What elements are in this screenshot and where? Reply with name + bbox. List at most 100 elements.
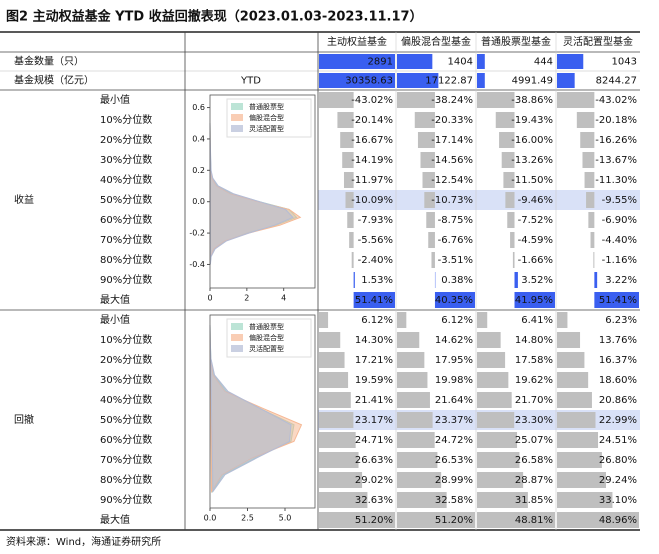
cell-value: 14.80% [515,335,553,346]
cell-value: 444 [534,57,553,68]
data-bar [557,332,581,348]
y-tick-label: -0.2 [189,229,205,238]
cell-value: -10.73% [431,195,473,206]
data-bar [397,332,420,348]
cell-value: 2891 [368,57,393,68]
cell-value: -12.54% [431,175,473,186]
cell-value: 23.30% [515,415,553,426]
data-bar [397,352,425,368]
cell-value: 21.70% [515,395,553,406]
row-label: 70%分位数 [100,453,152,466]
cell-value: 25.07% [515,435,553,446]
cell-value: 26.80% [599,455,637,466]
data-bar [397,432,435,448]
cell-value: 40.35% [435,295,473,306]
data-bar [557,54,584,69]
cell-value: -5.56% [358,235,393,246]
data-bar [319,54,395,69]
cell-value: 3.22% [605,275,637,286]
data-bar [557,452,602,468]
data-bar [512,252,515,268]
row-label: 最大值 [100,513,130,526]
cell-value: -13.67% [595,155,637,166]
y-tick-label: 0.6 [192,103,205,112]
data-bar [434,292,475,308]
legend-swatch [231,334,243,341]
density-curve [209,123,294,265]
cell-value: 1.53% [361,275,393,286]
y-tick-label: 0.0 [192,197,205,206]
cell-value: 3.52% [521,275,553,286]
row-label: 最小值 [100,313,130,326]
cell-value: 23.17% [355,415,393,426]
data-bar [580,132,595,148]
data-bar [319,73,395,88]
data-bar [397,452,438,468]
row-label: 50%分位数 [100,193,152,206]
cell-value: 24.72% [435,435,473,446]
cell-value: -11.97% [351,175,393,186]
data-bar [477,492,528,508]
cell-value: 32.58% [435,495,473,506]
cell-value: 18.60% [599,375,637,386]
cell-value: -8.75% [438,215,473,226]
data-bar [397,54,433,69]
cell-value: 1404 [448,57,473,68]
section-name: 回撤 [14,413,34,426]
cell-value: -7.93% [358,215,393,226]
cell-value: 17.58% [515,355,553,366]
column-header: 普通股票型基金 [481,35,551,48]
row-label: 90%分位数 [100,493,152,506]
data-bar [349,232,354,248]
data-bar [347,212,354,228]
cell-value: 24.51% [599,435,637,446]
data-bar [319,332,341,348]
data-bar [319,432,356,448]
data-bar [397,312,407,328]
cell-value: 29.02% [355,475,393,486]
legend-label: 偏股混合型 [249,113,284,122]
data-bar [557,432,599,448]
cell-value: -10.09% [351,195,393,206]
legend-swatch [231,103,243,110]
cell-value: -6.90% [602,215,637,226]
cell-value: 20.86% [599,395,637,406]
cell-value: 19.62% [515,375,553,386]
cell-value: 24.71% [355,435,393,446]
data-bar [477,512,555,528]
data-bar [477,73,485,88]
data-bar [503,172,515,188]
cell-value: 4991.49 [512,76,553,87]
cell-value: -38.86% [511,95,553,106]
legend-swatch [231,114,243,121]
cell-value: 13.76% [599,335,637,346]
data-bar [584,172,595,188]
cell-value: -6.76% [438,235,473,246]
cell-value: 26.53% [435,455,473,466]
cell-value: -43.02% [595,95,637,106]
cell-value: -20.33% [431,115,473,126]
cell-value: 28.99% [435,475,473,486]
x-tick-label: 5.0 [279,514,292,523]
section-name: 收益 [14,193,34,206]
data-bar [417,132,435,148]
cell-value: 8244.27 [596,76,637,87]
cell-value: 6.23% [605,315,637,326]
legend-swatch [231,125,243,132]
legend-label: 普通股票型 [249,102,284,111]
data-bar [507,212,515,228]
data-bar [340,132,354,148]
cell-value: 28.87% [515,475,553,486]
data-bar [426,212,435,228]
row-label: 80%分位数 [100,473,152,486]
figure-title: 图2 主动权益基金 YTD 收益回撤表现（2023.01.03-2023.11.… [6,9,423,25]
row-label: 基金数量（只） [14,55,84,68]
data-bar [477,54,485,69]
data-bar [343,172,354,188]
data-bar [397,92,435,108]
data-bar [590,232,595,248]
cell-value: 16.37% [599,355,637,366]
cell-value: -19.43% [511,115,553,126]
column-header: 偏股混合型基金 [401,35,471,48]
cell-value: -20.14% [351,115,393,126]
